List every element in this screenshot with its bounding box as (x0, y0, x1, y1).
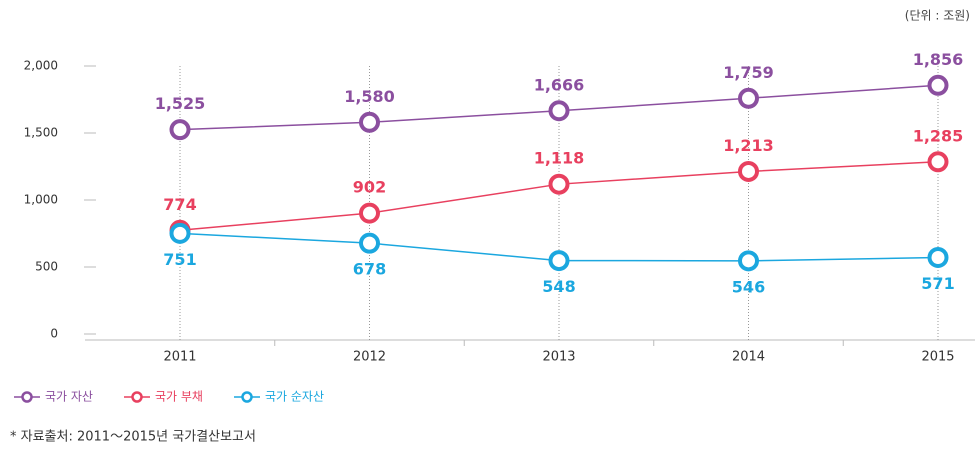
y-tick-label: 500 (35, 260, 58, 274)
data-label: 1,759 (723, 63, 774, 82)
point (927, 246, 949, 268)
series-line (179, 161, 939, 232)
data-label: 774 (163, 195, 196, 214)
data-label: 1,118 (534, 149, 585, 168)
data-label: 1,285 (913, 126, 964, 145)
y-tick-label: 1,500 (24, 126, 58, 140)
y-tick-label: 0 (50, 327, 58, 341)
legend-marker (131, 391, 143, 403)
y-tick-label: 2,000 (24, 59, 58, 73)
y-tick-label: 1,000 (24, 193, 58, 207)
legend-marker (21, 391, 33, 403)
data-label: 546 (732, 277, 765, 296)
legend-label: 국가 순자산 (265, 390, 324, 404)
point (927, 74, 949, 96)
data-label: 548 (542, 277, 575, 296)
point (169, 222, 191, 244)
point (927, 151, 949, 173)
data-label: 751 (163, 250, 196, 269)
data-label: 1,856 (913, 50, 964, 69)
data-label: 571 (921, 274, 954, 293)
data-label: 902 (353, 178, 386, 197)
data-label: 1,666 (534, 75, 585, 94)
data-label: 1,580 (344, 87, 395, 106)
data-label: 1,525 (155, 94, 206, 113)
x-tick-label: 2012 (353, 350, 386, 365)
point (738, 250, 759, 272)
legend-label: 국가 자산 (45, 390, 93, 404)
x-tick-label: 2014 (732, 350, 765, 365)
x-tick-label: 2011 (163, 350, 196, 365)
legend-label: 국가 부채 (155, 390, 203, 404)
x-tick-label: 2015 (921, 350, 954, 365)
point (359, 202, 380, 224)
point (738, 87, 759, 109)
point (169, 119, 191, 141)
point (359, 111, 380, 133)
data-label: 678 (353, 260, 386, 279)
x-tick-label: 2013 (542, 350, 575, 365)
source-note: * 자료출처: 2011～2015년 국가결산보고서 (10, 430, 256, 445)
point (738, 160, 759, 182)
point (548, 100, 570, 122)
point (359, 232, 380, 254)
point (548, 173, 570, 195)
data-label: 1,213 (723, 136, 774, 155)
point (548, 250, 570, 272)
legend-marker (241, 391, 253, 403)
unit-note: (단위 : 조원) (905, 9, 970, 23)
